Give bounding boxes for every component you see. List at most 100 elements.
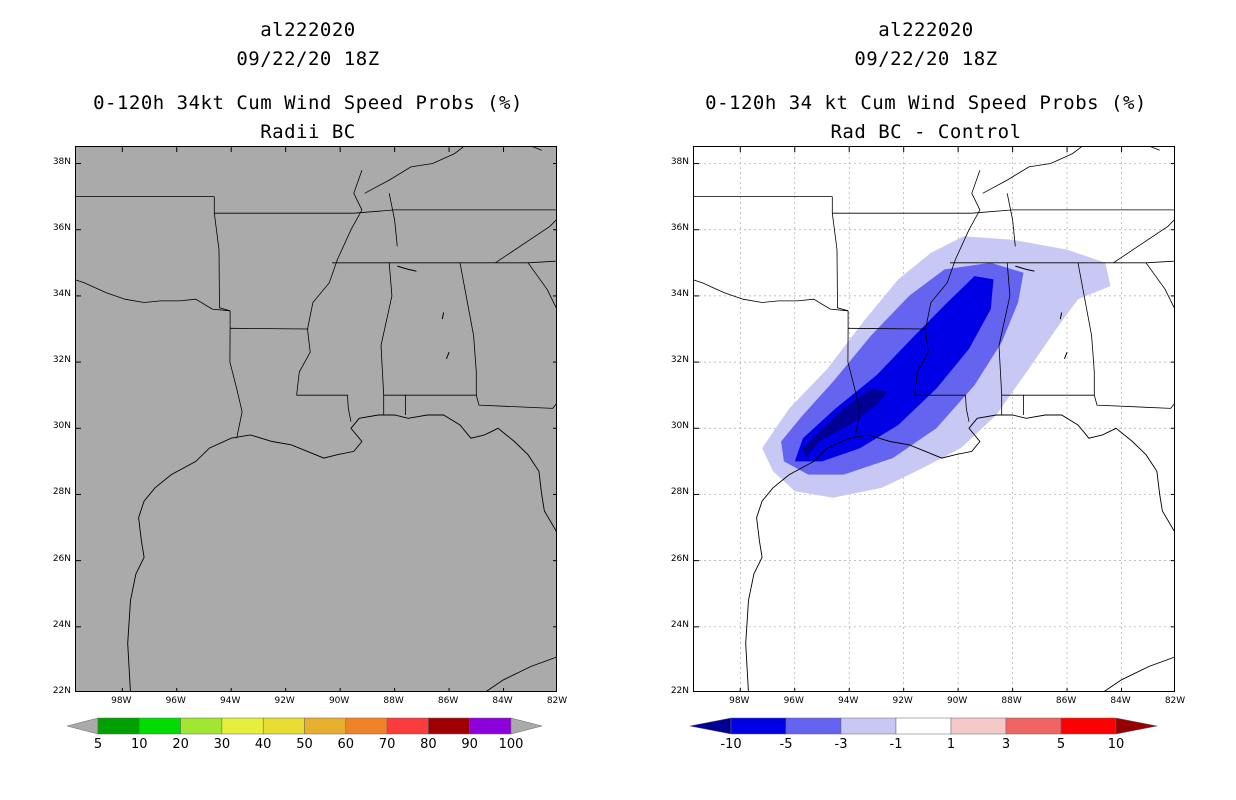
colorbar-swatch [97, 717, 140, 735]
lon-label: 96W [783, 696, 804, 706]
lon-label: 86W [1055, 696, 1077, 706]
state-boundary [405, 394, 556, 409]
lat-label: 24N [52, 619, 71, 630]
state-boundary [459, 262, 477, 396]
state-boundary [1145, 260, 1174, 264]
lon-label: 90W [946, 696, 968, 706]
colorbar-label: 80 [420, 737, 437, 752]
lon-label: 96W [165, 696, 186, 706]
colorbar-label: 60 [337, 737, 355, 752]
right-colorbar [689, 717, 1158, 735]
colorbar-swatch [730, 717, 787, 735]
colorbar-swatch [262, 717, 305, 735]
lat-label: 38N [670, 156, 689, 167]
state-boundary [1023, 394, 1174, 409]
colorbar-swatch [840, 717, 897, 735]
state-boundary [998, 262, 1011, 415]
state-boundary [1113, 219, 1174, 264]
product-title-right: 0-120h 34 kt Cum Wind Speed Probs (%) [705, 92, 1147, 114]
lon-label: 92W [274, 696, 295, 706]
lat-label: 24N [670, 619, 689, 630]
state-boundary [383, 394, 406, 415]
product-title-left: 0-120h 34kt Cum Wind Speed Probs (%) [93, 92, 523, 114]
state-boundary [213, 196, 354, 214]
colorbar-swatch [428, 717, 470, 735]
lon-label: 82W [1164, 696, 1186, 706]
state-boundary [230, 327, 309, 330]
colorbar-label: 1 [946, 737, 956, 752]
state-boundary [296, 170, 363, 396]
lat-label: 30N [670, 421, 689, 432]
lat-label: 28N [52, 487, 71, 498]
colorbar-over-arrow [1115, 717, 1158, 735]
lon-label: 94W [838, 696, 859, 706]
colorbar-label: 40 [254, 737, 272, 752]
colorbar-swatch [345, 717, 388, 735]
colorbar-over-arrow [510, 717, 543, 735]
state-boundary [364, 147, 542, 194]
right-map-svg [694, 147, 1174, 691]
colorbar-under-arrow [689, 717, 732, 735]
colorbar-swatch [386, 717, 429, 735]
state-boundary [1006, 193, 1016, 247]
state-boundary [76, 279, 231, 312]
colorbar-swatch [895, 717, 952, 735]
state-boundary [229, 310, 243, 439]
state-boundary [694, 279, 849, 312]
storm-id-right: al222020 [878, 19, 974, 41]
state-boundary [353, 209, 556, 214]
subtitle-left: Radii BC [260, 121, 356, 143]
lon-label: 90W [328, 696, 350, 706]
colorbar-swatch [1060, 717, 1117, 735]
subtitle-right: Rad BC - Control [830, 121, 1022, 143]
lat-label: 26N [670, 553, 689, 564]
lon-label: 98W [729, 696, 750, 706]
colorbar-swatch [180, 717, 223, 735]
colorbar-swatch [785, 717, 842, 735]
coastline [745, 414, 1174, 691]
lat-label: 30N [52, 421, 71, 432]
colorbar-under-arrow [66, 717, 99, 735]
contour-minus10 [802, 388, 888, 459]
state-boundary [527, 260, 556, 264]
colorbar-label: 50 [296, 737, 313, 752]
left-panel-title: al222020 09/22/20 18Z 0-120h 34kt Cum Wi… [58, 16, 558, 147]
colorbar-label: 70 [378, 737, 396, 752]
cuba-coastline [486, 656, 556, 691]
state-boundary [213, 213, 231, 312]
left-map-panel [75, 146, 557, 692]
lat-label: 22N [670, 686, 689, 696]
right-panel-title: al222020 09/22/20 18Z 0-120h 34 kt Cum W… [676, 16, 1176, 147]
state-boundary [831, 196, 972, 214]
left-colorbar [66, 717, 543, 735]
lat-label: 36N [670, 222, 689, 233]
lat-label: 22N [52, 686, 71, 696]
colorbar-label: 10 [1107, 737, 1125, 752]
colorbar-swatch [304, 717, 347, 735]
lat-label: 38N [52, 156, 71, 167]
state-boundary [914, 170, 981, 396]
colorbar-swatch [221, 717, 264, 735]
lake-outline [441, 312, 445, 320]
state-boundary [914, 394, 970, 422]
cuba-coastline [1104, 656, 1174, 691]
lat-label: 34N [670, 288, 689, 299]
left-map-svg [76, 147, 556, 691]
lon-label: 88W [383, 696, 404, 706]
colorbar-label: -1 [889, 737, 903, 752]
state-boundary [495, 219, 556, 264]
colorbar-swatch [469, 717, 512, 735]
colorbar-swatch [950, 717, 1007, 735]
lake-outline [1063, 352, 1068, 359]
state-boundary [848, 327, 927, 330]
colorbar-swatch [1005, 717, 1062, 735]
state-boundary [1113, 262, 1174, 309]
colorbar-label: 5 [1056, 737, 1066, 752]
state-boundary [296, 394, 352, 422]
lat-label: 32N [52, 355, 71, 366]
lat-label: 28N [670, 487, 689, 498]
lon-label: 94W [220, 696, 241, 706]
state-boundary [380, 262, 393, 415]
lon-label: 82W [546, 696, 568, 706]
lat-label: 32N [670, 355, 689, 366]
